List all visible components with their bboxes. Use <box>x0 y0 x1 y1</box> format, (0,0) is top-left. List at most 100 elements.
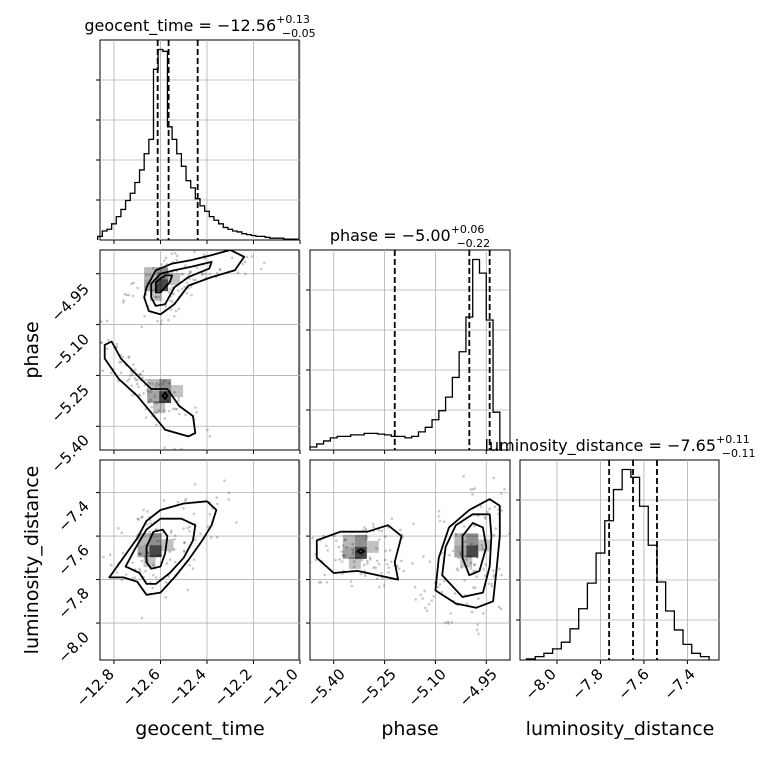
sample-point <box>340 550 344 553</box>
histogram-bar <box>265 237 270 240</box>
histogram-bar <box>186 181 191 240</box>
sample-point <box>177 396 181 400</box>
sample-point <box>472 524 476 528</box>
title-geocent-time-name: geocent_time <box>84 16 193 36</box>
sample-point <box>447 622 450 625</box>
sample-point <box>365 537 368 541</box>
x-tick-label: −12.4 <box>165 665 210 710</box>
histogram-bar <box>473 260 480 450</box>
sample-point <box>260 267 263 271</box>
sample-point <box>154 402 157 405</box>
histogram-bar <box>324 441 331 450</box>
sample-point <box>484 517 487 520</box>
sample-point <box>387 571 390 574</box>
sample-point <box>120 578 124 582</box>
sample-point <box>304 566 307 569</box>
histogram-bar <box>293 239 298 240</box>
sample-point <box>108 553 112 556</box>
sample-point <box>362 563 366 567</box>
sample-point <box>218 267 222 271</box>
sample-point <box>459 550 463 554</box>
sample-point <box>100 320 103 323</box>
sample-point <box>503 487 506 491</box>
sample-point <box>136 286 139 290</box>
sample-point <box>149 390 153 393</box>
sample-point <box>471 586 475 589</box>
sample-point <box>127 377 131 381</box>
sample-point <box>387 566 391 569</box>
sample-point <box>215 271 219 275</box>
sample-point <box>130 371 134 375</box>
sample-point <box>119 360 123 364</box>
sample-point <box>209 536 213 539</box>
sample-point <box>192 558 196 561</box>
histogram-bar <box>102 231 107 240</box>
sample-point <box>188 271 192 274</box>
sample-point <box>241 262 245 266</box>
sample-point <box>322 534 325 538</box>
histogram-step <box>309 258 501 450</box>
sample-point <box>186 588 189 592</box>
sample-point <box>223 479 226 483</box>
sample-point <box>131 373 134 377</box>
y-tick-label: −7.8 <box>54 584 92 622</box>
sample-point <box>369 558 372 561</box>
sample-point <box>177 289 180 292</box>
sample-point <box>148 381 151 385</box>
sample-point <box>301 559 304 562</box>
density-cell <box>466 533 479 546</box>
sample-point <box>132 281 135 285</box>
y-tick-label: −5.10 <box>48 330 93 375</box>
sample-point <box>128 374 132 377</box>
histogram-bar <box>683 644 692 660</box>
histogram-bar <box>237 232 242 240</box>
sample-point <box>123 292 127 296</box>
sample-point <box>430 599 434 602</box>
sample-point <box>156 319 159 323</box>
histogram-bar <box>657 582 666 660</box>
histogram-bar <box>121 209 126 240</box>
contour-line <box>161 391 169 401</box>
sample-point <box>97 363 100 366</box>
sample-point <box>374 566 377 569</box>
sample-point <box>388 549 392 552</box>
sample-point <box>323 573 327 577</box>
sample-point <box>182 527 185 530</box>
sample-point <box>105 319 109 323</box>
sample-point <box>154 384 158 388</box>
sample-point <box>344 538 348 541</box>
histogram-bar <box>200 206 205 240</box>
histogram-bar <box>140 170 145 240</box>
sample-point <box>314 558 318 562</box>
sample-point <box>186 526 189 530</box>
sample-point <box>243 260 247 264</box>
sample-point <box>484 563 488 566</box>
contour-line <box>145 528 169 570</box>
sample-point <box>208 512 212 516</box>
sample-point <box>102 555 105 559</box>
sample-point <box>345 545 348 549</box>
histogram-bar <box>613 490 622 660</box>
sample-point <box>334 558 337 562</box>
x-axis-label-phase: phase <box>381 718 438 740</box>
y-tick-label: −5.25 <box>48 381 93 426</box>
sample-point <box>512 570 515 573</box>
sample-point <box>437 509 441 513</box>
sample-point <box>164 256 168 260</box>
sample-point <box>173 534 177 537</box>
sample-point <box>167 381 171 385</box>
sample-point <box>364 527 368 531</box>
sample-point <box>171 250 174 252</box>
panel-phase-hist <box>309 249 511 451</box>
x-tick-label: −5.40 <box>304 665 349 710</box>
sample-point <box>302 555 305 558</box>
sample-point <box>500 573 503 577</box>
histogram-bar <box>219 224 224 240</box>
sample-point <box>175 258 178 262</box>
sample-point <box>136 378 139 382</box>
histogram-bar <box>107 229 112 240</box>
y-tick-label: −8.0 <box>54 628 92 666</box>
histogram-bar <box>205 211 210 240</box>
title-luminosity-distance: luminosity_distance = −7.65+0.11 −0.11 <box>485 433 756 460</box>
sample-point <box>122 299 125 302</box>
